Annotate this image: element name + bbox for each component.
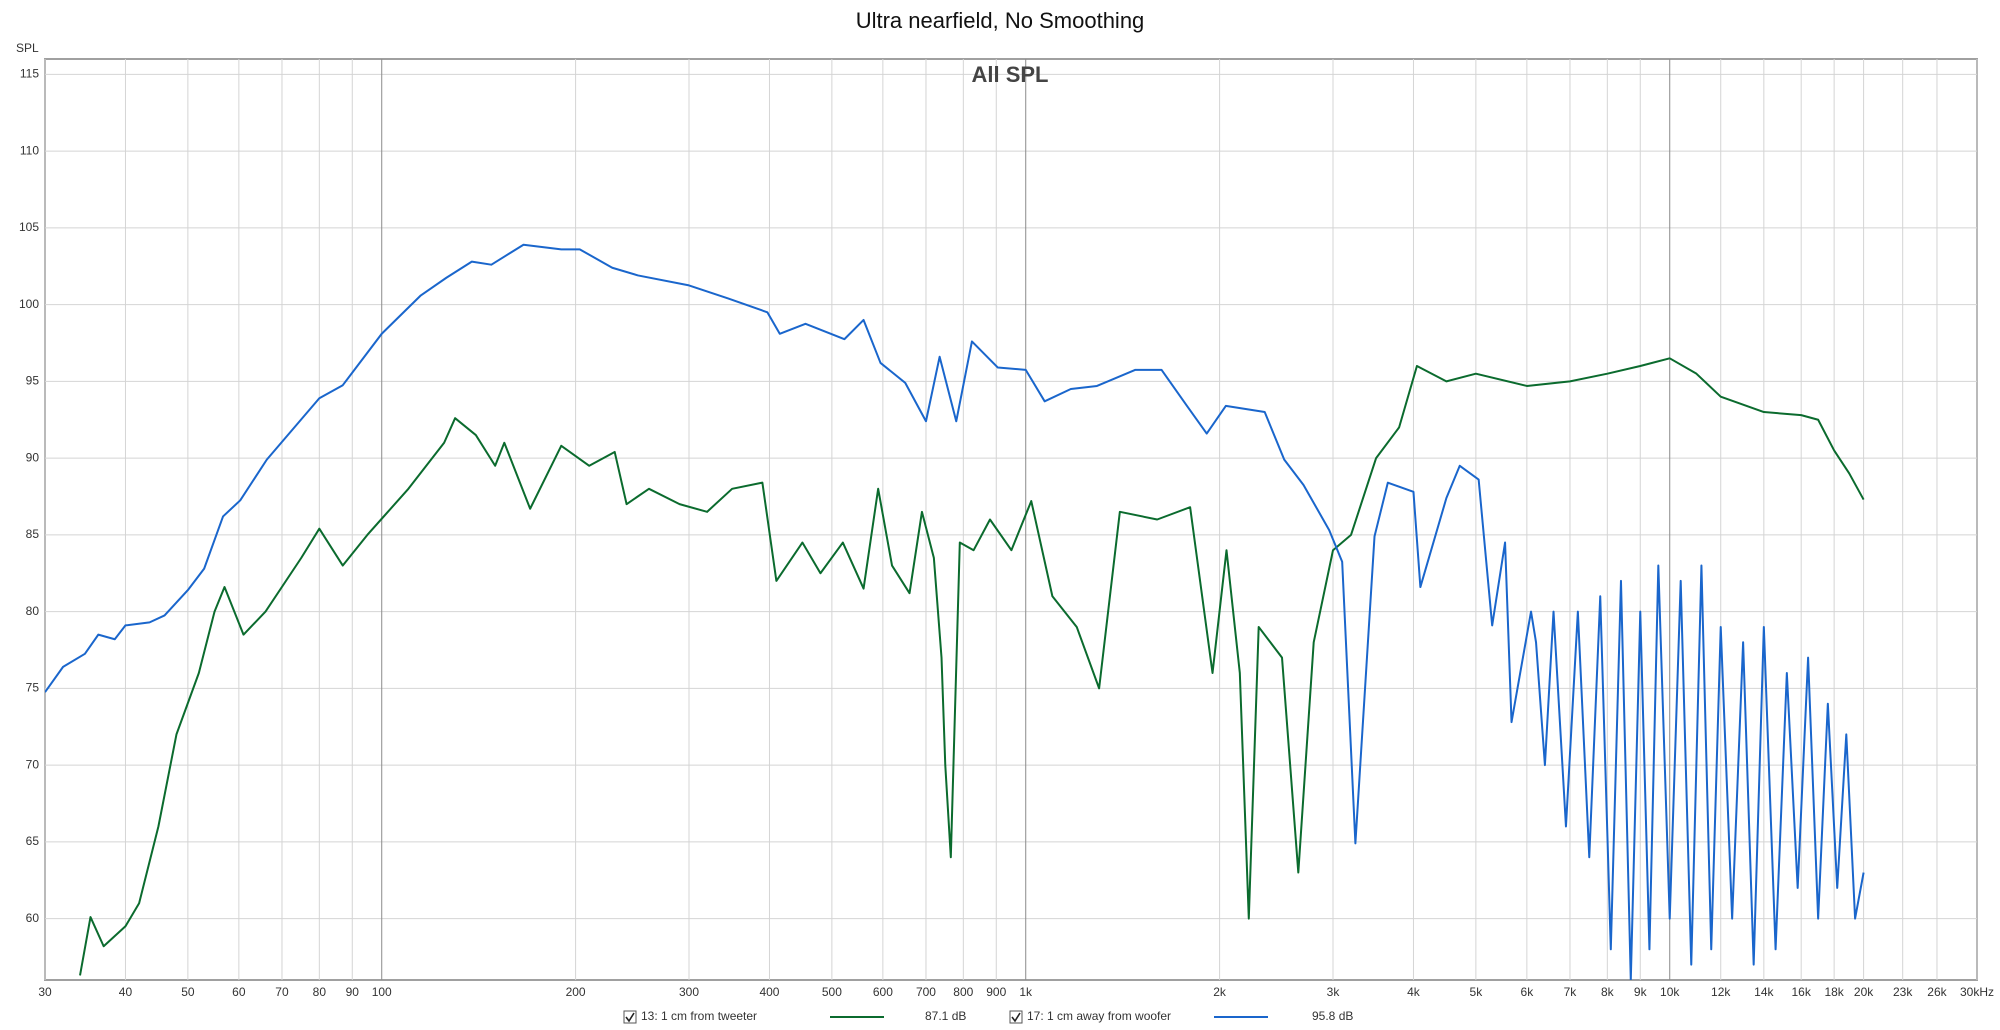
x-tick-label: 300	[679, 985, 699, 999]
x-tick-label: 700	[916, 985, 936, 999]
y-axis-label: SPL	[16, 41, 39, 55]
x-tick-label: 60	[232, 985, 246, 999]
x-tick-label: 40	[119, 985, 133, 999]
x-tick-label: 16k	[1792, 985, 1812, 999]
x-tick-label: 14k	[1754, 985, 1774, 999]
legend-label[interactable]: 13: 1 cm from tweeter	[641, 1009, 757, 1023]
y-tick-label: 105	[19, 220, 39, 234]
legend-level: 95.8 dB	[1312, 1009, 1353, 1023]
x-tick-label: 4k	[1407, 985, 1421, 999]
x-tick-label: 50	[181, 985, 195, 999]
x-tick-label: 800	[953, 985, 973, 999]
y-tick-label: 75	[26, 681, 40, 695]
y-tick-label: 85	[26, 527, 40, 541]
x-tick-label: 7k	[1564, 985, 1578, 999]
x-tick-label: 2k	[1213, 985, 1227, 999]
x-tick-label: 6k	[1521, 985, 1535, 999]
x-tick-label: 30	[38, 985, 52, 999]
y-tick-label: 95	[26, 374, 40, 388]
legend-level: 87.1 dB	[925, 1009, 966, 1023]
x-tick-label: 30kHz	[1960, 985, 1994, 999]
x-tick-label: 20k	[1854, 985, 1874, 999]
legend-checkbox[interactable]	[1009, 1010, 1023, 1024]
series-line	[45, 243, 1865, 980]
x-tick-label: 100	[372, 985, 392, 999]
x-tick-label: 3k	[1327, 985, 1341, 999]
x-tick-label: 200	[566, 985, 586, 999]
x-tick-label: 600	[873, 985, 893, 999]
legend-checkmark[interactable]	[1011, 1012, 1021, 1023]
x-tick-label: 9k	[1634, 985, 1648, 999]
x-tick-label: 90	[346, 985, 360, 999]
y-tick-label: 65	[26, 834, 40, 848]
x-tick-label: 1k	[1019, 985, 1033, 999]
legend-checkbox[interactable]	[623, 1010, 637, 1024]
x-tick-label: 80	[313, 985, 327, 999]
x-tick-label: 500	[822, 985, 842, 999]
x-tick-label: 23k	[1893, 985, 1913, 999]
y-tick-label: 110	[20, 143, 39, 157]
legend-checkmark[interactable]	[625, 1012, 635, 1023]
x-tick-label: 900	[986, 985, 1006, 999]
x-tick-label: 70	[275, 985, 289, 999]
x-tick-label: 400	[759, 985, 779, 999]
y-tick-label: 60	[26, 911, 40, 925]
y-tick-label: 100	[19, 297, 39, 311]
y-tick-label: 90	[26, 450, 40, 464]
x-tick-label: 10k	[1660, 985, 1680, 999]
y-tick-label: 115	[20, 67, 39, 81]
x-tick-label: 8k	[1601, 985, 1615, 999]
plot-area	[44, 58, 1978, 981]
x-tick-label: 12k	[1711, 985, 1731, 999]
x-tick-label: 18k	[1824, 985, 1844, 999]
series-line	[79, 357, 1865, 976]
x-tick-label: 5k	[1470, 985, 1484, 999]
y-tick-label: 70	[26, 757, 40, 771]
x-tick-label: 26k	[1927, 985, 1947, 999]
chart-title: Ultra nearfield, No Smoothing	[856, 8, 1145, 33]
legend-label[interactable]: 17: 1 cm away from woofer	[1027, 1009, 1171, 1023]
chart-subtitle: All SPL	[971, 62, 1048, 87]
y-tick-label: 80	[26, 604, 40, 618]
